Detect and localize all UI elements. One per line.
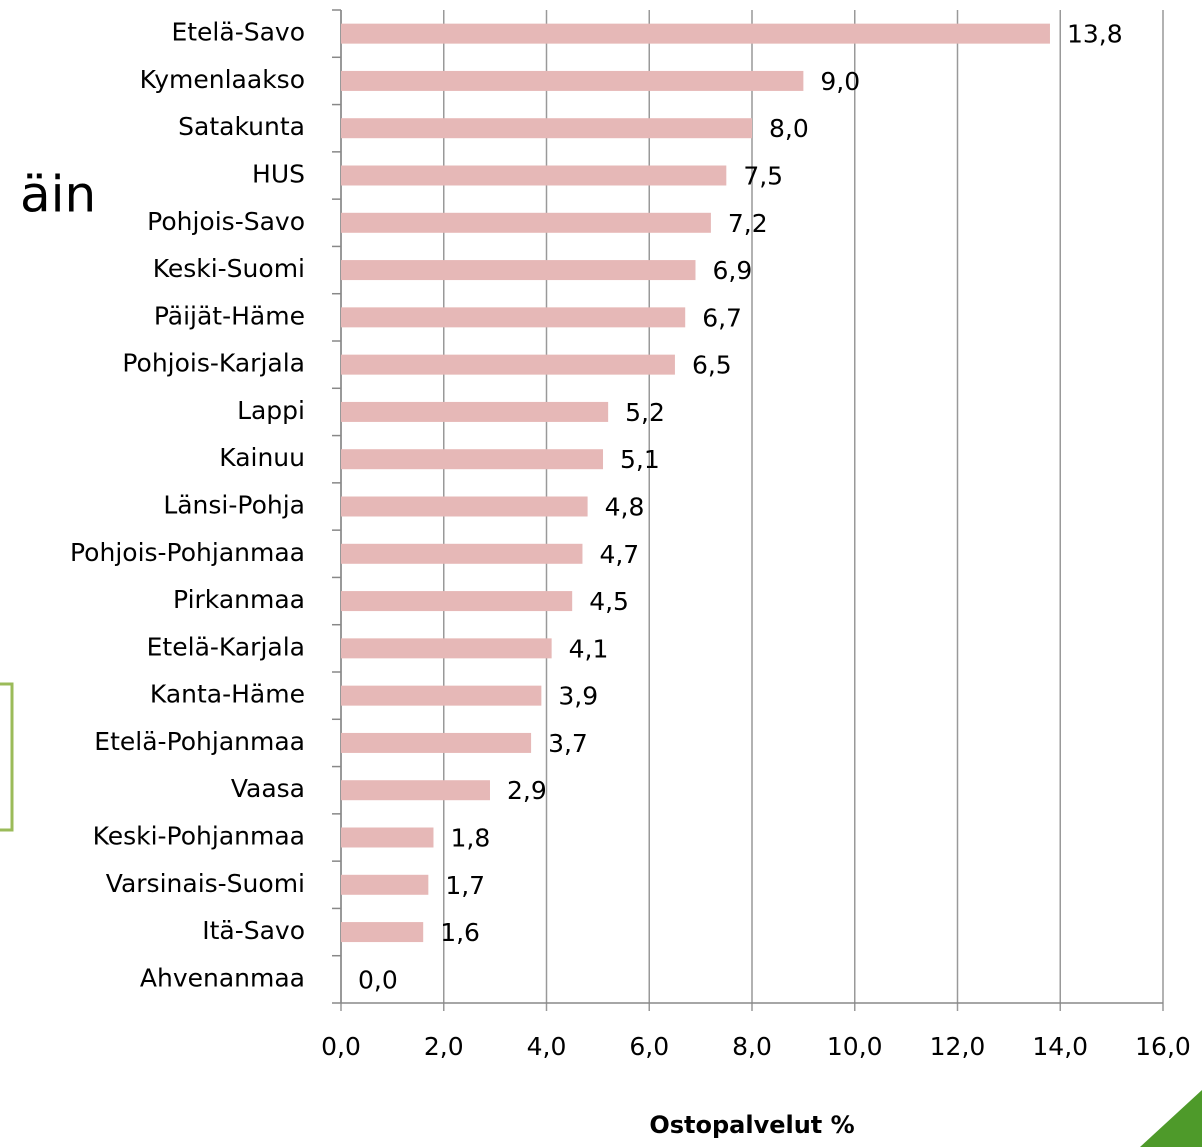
bar	[341, 23, 1050, 44]
y-tick-label: Ahvenanmaa	[140, 963, 305, 992]
y-tick-label: Etelä-Karjala	[147, 632, 305, 661]
data-label: 6,9	[712, 256, 752, 285]
slide-corner	[1140, 1090, 1202, 1147]
y-tick-label: Pohjois-Karjala	[122, 349, 305, 378]
y-tick-label: Vaasa	[231, 774, 305, 803]
data-label: 2,9	[507, 776, 547, 805]
data-label: 9,0	[820, 67, 860, 96]
bar	[341, 827, 434, 848]
y-tick-label: Pohjois-Pohjanmaa	[70, 538, 305, 567]
y-tick-label: Kymenlaakso	[140, 65, 305, 94]
y-tick-label: Päijät-Häme	[154, 301, 305, 330]
bar	[341, 212, 711, 233]
y-tick-label: Kainuu	[219, 443, 305, 472]
data-label: 7,5	[743, 162, 783, 191]
x-tick-label: 14,0	[1032, 1032, 1088, 1061]
bar	[341, 496, 588, 517]
y-tick-label: Pirkanmaa	[173, 585, 305, 614]
data-label: 4,8	[605, 493, 645, 522]
y-tick-label: HUS	[252, 160, 305, 189]
bar	[341, 591, 573, 612]
bar	[341, 260, 696, 281]
x-tick-label: 10,0	[827, 1032, 883, 1061]
y-tick-label: Etelä-Pohjanmaa	[94, 727, 305, 756]
y-tick-label: Keski-Pohjanmaa	[93, 822, 305, 851]
bar	[341, 118, 752, 139]
slide-box	[0, 682, 14, 832]
bar	[341, 449, 604, 470]
y-tick-label: Keski-Suomi	[153, 254, 305, 283]
x-tick-label: 4,0	[527, 1032, 567, 1061]
bar	[341, 70, 804, 91]
x-axis-title: Ostopalvelut %	[649, 1111, 854, 1139]
y-tick-label: Kanta-Häme	[150, 680, 305, 709]
bar	[341, 165, 727, 186]
bar	[341, 543, 583, 564]
x-tick-label: 16,0	[1135, 1032, 1191, 1061]
x-tick-label: 12,0	[930, 1032, 986, 1061]
x-tick-label: 6,0	[629, 1032, 669, 1061]
y-tick-label: Etelä-Savo	[171, 18, 305, 47]
y-tick-label: Lappi	[237, 396, 305, 425]
x-tick-label: 8,0	[732, 1032, 772, 1061]
data-label: 4,7	[599, 540, 639, 569]
x-tick-label: 0,0	[321, 1032, 361, 1061]
data-label: 4,5	[589, 587, 629, 616]
data-label: 6,7	[702, 303, 742, 332]
slide-title-fragment: äin	[20, 166, 96, 224]
y-tick-label: Pohjois-Savo	[147, 207, 305, 236]
bar	[341, 780, 490, 801]
data-label: 1,7	[445, 871, 485, 900]
bar	[341, 874, 429, 895]
data-label: 1,6	[440, 918, 480, 947]
bar	[341, 922, 424, 943]
data-label: 5,1	[620, 445, 660, 474]
bar	[341, 307, 686, 328]
data-label: 4,1	[569, 634, 609, 663]
data-label: 1,8	[450, 824, 490, 853]
data-label: 7,2	[728, 209, 768, 238]
bar	[341, 401, 609, 422]
y-tick-label: Varsinais-Suomi	[106, 869, 305, 898]
data-label: 13,8	[1067, 20, 1123, 49]
data-label: 8,0	[769, 114, 809, 143]
data-label: 6,5	[692, 351, 732, 380]
bar	[341, 354, 675, 375]
data-label: 0,0	[358, 965, 398, 994]
data-label: 5,2	[625, 398, 665, 427]
bar	[341, 685, 542, 706]
bar	[341, 638, 552, 659]
data-label: 3,9	[558, 682, 598, 711]
bar	[341, 732, 532, 753]
y-tick-label: Satakunta	[178, 112, 305, 141]
y-tick-label: Itä-Savo	[202, 916, 305, 945]
y-tick-label: Länsi-Pohja	[163, 491, 305, 520]
data-label: 3,7	[548, 729, 588, 758]
x-tick-label: 2,0	[424, 1032, 464, 1061]
